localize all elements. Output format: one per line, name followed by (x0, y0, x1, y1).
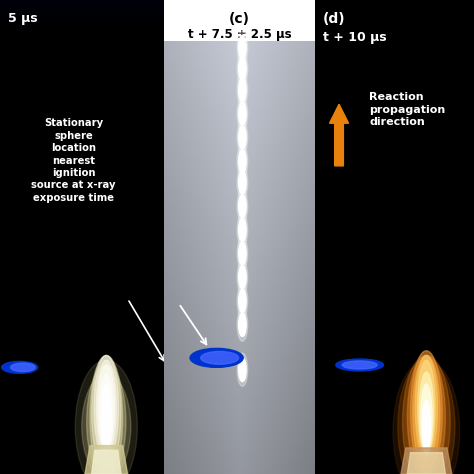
Circle shape (237, 284, 248, 318)
Circle shape (237, 213, 248, 246)
Ellipse shape (201, 352, 238, 365)
Ellipse shape (1, 361, 37, 374)
Ellipse shape (342, 361, 377, 369)
Ellipse shape (407, 356, 446, 474)
Circle shape (238, 358, 246, 382)
Ellipse shape (91, 356, 121, 469)
Circle shape (238, 313, 246, 337)
Circle shape (238, 149, 246, 173)
Circle shape (238, 289, 246, 313)
Text: (d): (d) (323, 12, 346, 26)
Ellipse shape (75, 360, 137, 474)
Circle shape (238, 242, 246, 265)
Ellipse shape (415, 356, 438, 460)
Ellipse shape (422, 401, 430, 453)
Text: t + 10 μs: t + 10 μs (323, 31, 387, 44)
Circle shape (238, 78, 246, 102)
Circle shape (238, 36, 246, 59)
Text: (c): (c) (229, 12, 250, 26)
Text: Stationary
sphere
location
nearest
ignition
source at x-ray
exposure time: Stationary sphere location nearest ignit… (31, 118, 116, 203)
Ellipse shape (87, 365, 126, 474)
Circle shape (237, 353, 248, 386)
Ellipse shape (90, 356, 123, 474)
FancyArrow shape (329, 104, 348, 166)
Ellipse shape (410, 351, 442, 474)
Circle shape (237, 308, 248, 341)
Polygon shape (85, 446, 128, 474)
Ellipse shape (102, 401, 110, 453)
Circle shape (237, 121, 248, 154)
Ellipse shape (393, 360, 460, 474)
Circle shape (238, 102, 246, 126)
Ellipse shape (10, 363, 35, 372)
Polygon shape (407, 453, 446, 474)
Ellipse shape (98, 365, 115, 450)
Circle shape (237, 73, 248, 107)
Ellipse shape (421, 384, 432, 450)
Circle shape (238, 171, 246, 194)
Circle shape (237, 166, 248, 199)
Ellipse shape (97, 360, 116, 455)
Ellipse shape (82, 374, 131, 474)
Circle shape (237, 97, 248, 130)
Circle shape (238, 218, 246, 242)
Ellipse shape (101, 384, 111, 450)
Text: 5 μs: 5 μs (8, 12, 38, 25)
Ellipse shape (413, 356, 440, 469)
Ellipse shape (423, 417, 429, 455)
Ellipse shape (402, 356, 450, 474)
Ellipse shape (418, 360, 435, 455)
Ellipse shape (336, 359, 383, 371)
Ellipse shape (100, 374, 113, 450)
Polygon shape (91, 450, 121, 474)
Circle shape (238, 265, 246, 289)
Ellipse shape (398, 360, 455, 474)
Ellipse shape (419, 372, 434, 453)
Circle shape (238, 126, 246, 149)
Circle shape (237, 261, 248, 294)
Circle shape (238, 57, 246, 81)
Circle shape (237, 31, 248, 64)
Circle shape (237, 237, 248, 270)
Circle shape (237, 190, 248, 223)
Ellipse shape (94, 356, 118, 460)
Circle shape (238, 194, 246, 218)
Text: Reaction
propagation
direction: Reaction propagation direction (369, 92, 446, 127)
Polygon shape (401, 448, 452, 474)
Text: t + 7.5 ± 2.5 μs: t + 7.5 ± 2.5 μs (188, 28, 291, 41)
Circle shape (237, 145, 248, 178)
Ellipse shape (190, 348, 243, 367)
Circle shape (237, 52, 248, 85)
